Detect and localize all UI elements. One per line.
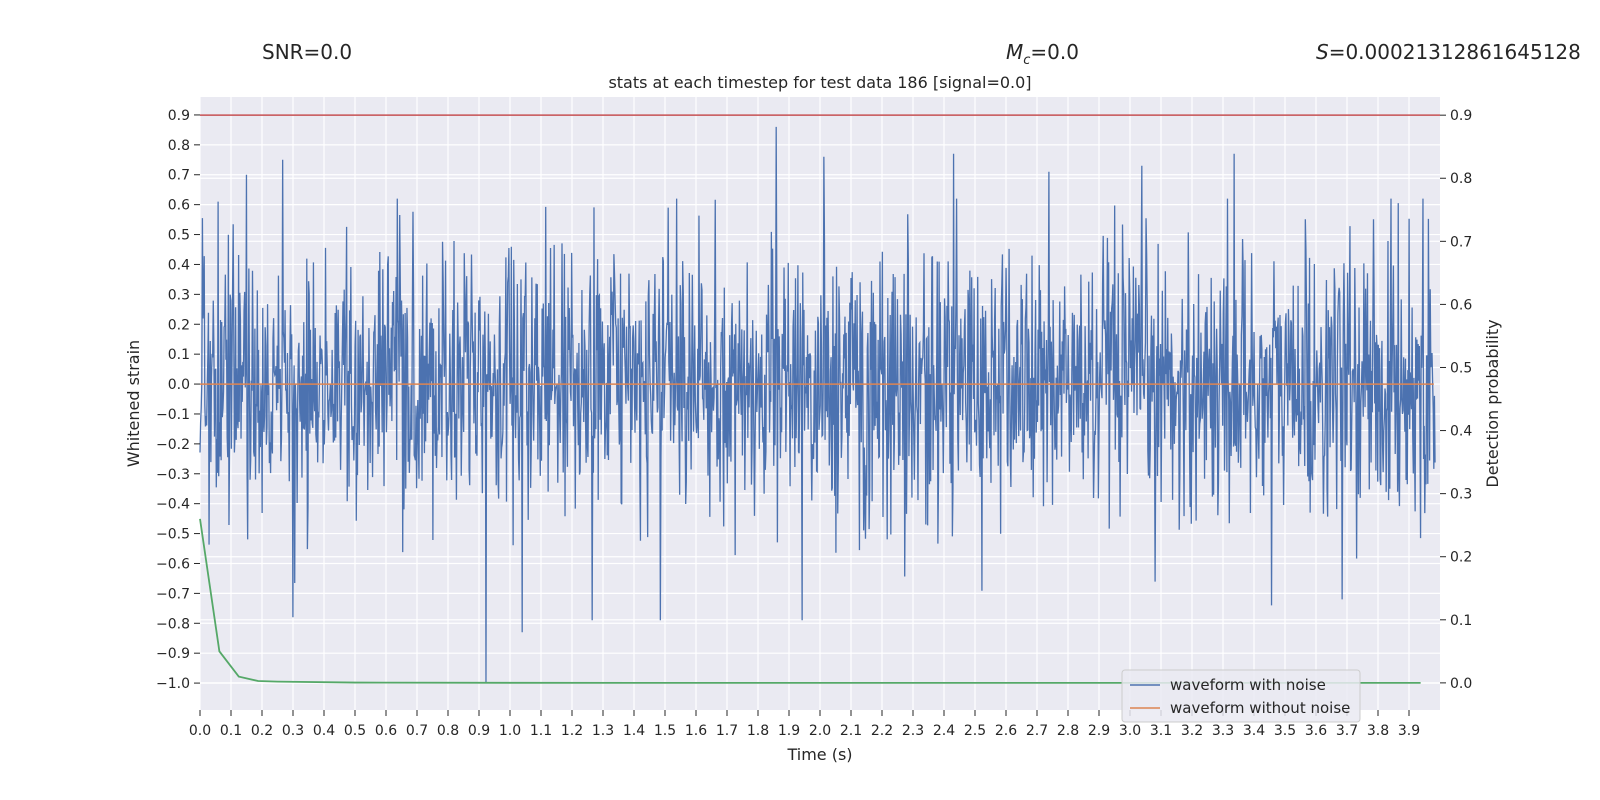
x-tick-label: 3.6 <box>1305 723 1327 739</box>
x-tick-label: 2.0 <box>809 723 831 739</box>
x-tick-label: 1.8 <box>747 723 769 739</box>
x-tick-label: 3.7 <box>1336 723 1358 739</box>
x-tick-label: 1.3 <box>592 723 614 739</box>
y-left-tick-label: 0.2 <box>168 317 190 333</box>
x-tick-label: 3.4 <box>1243 723 1265 739</box>
x-tick-label: 2.3 <box>902 723 924 739</box>
x-tick-label: 3.3 <box>1212 723 1234 739</box>
mc-value: =0.0 <box>1030 40 1079 64</box>
y-left-tick-label: 0.9 <box>168 108 190 124</box>
x-tick-label: 3.8 <box>1367 723 1389 739</box>
x-tick-label: 0.7 <box>406 723 428 739</box>
x-tick-label: 0.0 <box>189 723 211 739</box>
x-tick-label: 2.6 <box>995 723 1017 739</box>
y-right-tick-label: 0.9 <box>1450 108 1472 124</box>
y-right-tick-label: 0.8 <box>1450 171 1472 187</box>
x-tick-label: 0.5 <box>344 723 366 739</box>
y-right-tick-label: 0.0 <box>1450 676 1472 692</box>
x-tick-label: 0.2 <box>251 723 273 739</box>
mc-symbol: M <box>1006 40 1024 64</box>
y-right-tick-label: 0.3 <box>1450 487 1472 503</box>
series-group <box>199 114 1440 684</box>
y-left-tick-label: −0.2 <box>156 437 190 453</box>
x-tick-label: 3.0 <box>1119 723 1141 739</box>
y-left-tick-label: 0.8 <box>168 138 190 154</box>
y-left-tick-label: −1.0 <box>156 676 190 692</box>
series-detection-probability <box>199 518 1421 684</box>
legend: waveform with noise waveform without noi… <box>1121 669 1361 723</box>
legend-label-noise: waveform with noise <box>1170 676 1326 694</box>
y-right-tick-label: 0.7 <box>1450 234 1472 250</box>
x-tick-label: 1.1 <box>530 723 552 739</box>
x-tick-label: 1.5 <box>654 723 676 739</box>
x-tick-label: 2.9 <box>1088 723 1110 739</box>
x-tick-label: 1.2 <box>561 723 583 739</box>
x-tick-label: 3.5 <box>1274 723 1296 739</box>
y-left-tick-label: −0.8 <box>156 616 190 632</box>
x-tick-label: 3.9 <box>1398 723 1420 739</box>
x-tick-label: 1.0 <box>499 723 521 739</box>
y-axis-right-ticks: 0.9 0.8 0.7 0.6 0.5 0.4 0.3 0.2 0.1 0.0 <box>1440 108 1472 692</box>
y-left-tick-label: 0.7 <box>168 168 190 184</box>
y-axis-right-label: Detection probability <box>1483 319 1502 487</box>
grid <box>199 97 1440 710</box>
x-tick-label: 3.2 <box>1181 723 1203 739</box>
x-tick-label: 1.9 <box>778 723 800 739</box>
x-tick-label: 2.2 <box>871 723 893 739</box>
y-left-tick-label: −0.4 <box>156 497 190 513</box>
s-header: S=0.00021312861645128 <box>1316 40 1581 64</box>
x-tick-label: 0.8 <box>437 723 459 739</box>
x-tick-label: 0.4 <box>313 723 335 739</box>
x-tick-label: 1.4 <box>623 723 645 739</box>
x-tick-label: 0.1 <box>220 723 242 739</box>
x-tick-label: 1.6 <box>685 723 707 739</box>
x-tick-label: 1.7 <box>716 723 738 739</box>
y-left-tick-label: −0.3 <box>156 467 190 483</box>
snr-header: SNR=0.0 <box>262 40 353 64</box>
x-tick-label: 3.1 <box>1150 723 1172 739</box>
y-axis-left-ticks: 0.9 0.8 0.7 0.6 0.5 0.4 0.3 0.2 0.1 0.0 −0.1 −0.2 −0… <box>156 108 200 692</box>
y-left-tick-label: 0.0 <box>168 377 190 393</box>
legend-box <box>1121 669 1361 723</box>
x-tick-label: 2.7 <box>1026 723 1048 739</box>
y-left-tick-label: 0.6 <box>168 198 190 214</box>
y-right-tick-label: 0.1 <box>1450 613 1472 629</box>
x-tick-label: 0.9 <box>468 723 490 739</box>
y-right-tick-label: 0.6 <box>1450 297 1472 313</box>
x-tick-label: 2.5 <box>964 723 986 739</box>
s-value: =0.00021312861645128 <box>1328 40 1581 64</box>
x-axis-label: Time (s) <box>786 745 852 764</box>
y-right-tick-label: 0.2 <box>1450 550 1472 566</box>
y-left-tick-label: −0.6 <box>156 556 190 572</box>
legend-label-clean: waveform without noise <box>1170 699 1350 717</box>
x-tick-label: 2.8 <box>1057 723 1079 739</box>
chirp-mass-header: Mc=0.0 <box>1006 40 1079 68</box>
chart-title: stats at each timestep for test data 186… <box>608 73 1031 92</box>
y-left-tick-label: −0.9 <box>156 646 190 662</box>
y-left-tick-label: 0.1 <box>168 347 190 363</box>
y-left-tick-label: 0.3 <box>168 287 190 303</box>
x-tick-label: 2.1 <box>840 723 862 739</box>
y-left-tick-label: 0.4 <box>168 257 190 273</box>
y-right-tick-label: 0.4 <box>1450 424 1472 440</box>
series-waveform-with-noise <box>199 126 1436 684</box>
x-tick-label: 0.3 <box>282 723 304 739</box>
s-symbol: S <box>1316 40 1329 64</box>
y-left-tick-label: −0.1 <box>156 407 190 423</box>
x-tick-label: 0.6 <box>375 723 397 739</box>
mc-subscript: c <box>1023 53 1031 68</box>
y-left-tick-label: −0.7 <box>156 586 190 602</box>
y-right-tick-label: 0.5 <box>1450 360 1472 376</box>
y-left-tick-label: −0.5 <box>156 527 190 543</box>
x-tick-label: 2.4 <box>933 723 955 739</box>
y-axis-left-label: Whitened strain <box>124 340 143 467</box>
y-left-tick-label: 0.5 <box>168 228 190 244</box>
